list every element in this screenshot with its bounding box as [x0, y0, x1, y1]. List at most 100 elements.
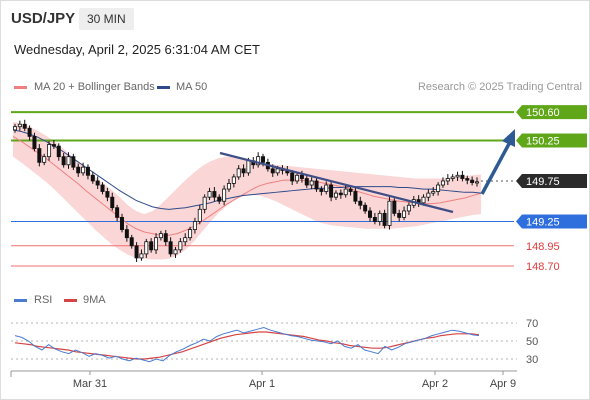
forecast-arrow-head: [502, 129, 515, 147]
ma50-line: [12, 129, 482, 210]
timeframe-badge[interactable]: 30 MIN: [79, 8, 134, 30]
candle-body: [358, 200, 363, 206]
candle-body: [372, 217, 377, 222]
candle-body: [90, 174, 95, 182]
level-label-148.95: 148.95: [526, 241, 560, 253]
level-label-149.75: 149.75: [526, 176, 560, 188]
rsi-tick-70: 70: [526, 318, 538, 330]
level-tag-150.60: [516, 105, 587, 120]
level-tag-150.25: [516, 133, 587, 148]
candle-body: [406, 204, 411, 212]
candle-body: [47, 144, 52, 158]
candle-body: [377, 212, 382, 222]
candle-body: [436, 184, 441, 192]
chart-header: USD/JPY 30 MIN: [1, 1, 589, 37]
candle-body: [236, 168, 241, 178]
candle-body: [32, 136, 37, 149]
candle-body: [387, 200, 392, 226]
level-label-150.60: 150.60: [526, 107, 560, 119]
candle-body: [261, 156, 266, 163]
legend-9ma-label: 9MA: [83, 294, 106, 306]
candle-body: [270, 168, 275, 174]
candle-body: [309, 180, 314, 186]
symbol-title: USD/JPY: [11, 10, 76, 27]
legend-9ma-swatch: [64, 299, 77, 302]
x-tick-label: Apr 9: [490, 378, 516, 390]
candle-body: [66, 156, 71, 166]
candle-body: [178, 241, 183, 251]
candle-body: [17, 123, 22, 128]
research-credit: Research © 2025 Trading Central: [417, 81, 582, 93]
level-label-148.70: 148.70: [526, 261, 560, 273]
candle-body: [22, 123, 27, 129]
candle-body: [333, 192, 338, 198]
candle-body: [192, 221, 197, 230]
x-tick-label: Mar 31: [73, 378, 107, 390]
candle-body: [275, 168, 280, 174]
candle-body: [246, 160, 251, 174]
level-tag-149.25: [516, 214, 587, 229]
candle-body: [42, 156, 47, 163]
candle-body: [27, 127, 32, 137]
candle-body: [217, 196, 222, 202]
candle-body: [392, 200, 397, 214]
trendline: [219, 151, 454, 214]
candle-body: [163, 233, 168, 243]
candle-body: [460, 174, 465, 179]
candle-body: [202, 196, 207, 210]
candle-body: [105, 191, 110, 198]
candle-body: [76, 166, 81, 174]
candle-body: [71, 156, 76, 168]
candle-body: [474, 181, 479, 184]
candle-body: [319, 188, 324, 192]
candle-body: [431, 191, 436, 194]
level-label-150.25: 150.25: [526, 135, 560, 147]
candle-body: [61, 156, 66, 166]
candle-body: [81, 166, 86, 174]
rsi-9ma-line: [14, 331, 480, 360]
candle-body: [168, 241, 173, 255]
candle-body: [207, 191, 212, 198]
candle-body: [149, 241, 154, 251]
x-tick-label: Apr 1: [249, 378, 275, 390]
candle-body: [12, 126, 17, 131]
candle-body: [304, 178, 309, 186]
candle-body: [256, 156, 261, 166]
candle-body: [295, 174, 300, 182]
candle-body: [445, 178, 450, 182]
candle-body: [144, 241, 149, 255]
candle-body: [397, 212, 402, 218]
legend-ma50-swatch: [157, 86, 170, 89]
candle-body: [329, 184, 334, 198]
candle-body: [299, 174, 304, 179]
candle-body: [51, 144, 56, 147]
candle-body: [421, 196, 426, 204]
candle-body: [110, 196, 115, 209]
forecast-arrow-shaft: [480, 141, 512, 195]
candle-body: [173, 249, 178, 255]
candle-body: [314, 180, 319, 190]
candle-body: [402, 210, 407, 218]
candle-body: [241, 168, 246, 174]
candle-body: [188, 229, 193, 239]
candle-body: [197, 208, 202, 222]
candle-body: [231, 176, 236, 184]
candle-body: [440, 180, 445, 186]
x-tick-label: Apr 2: [422, 378, 448, 390]
candle-body: [290, 172, 295, 182]
candle-body: [100, 184, 105, 192]
candle-body: [363, 204, 368, 212]
candle-body: [154, 237, 159, 251]
rsi-line: [14, 326, 480, 363]
candle-body: [348, 188, 353, 192]
candle-body: [134, 245, 139, 259]
candle-body: [95, 180, 100, 186]
rsi-tick-50: 50: [526, 336, 538, 348]
rsi-tick-30: 30: [526, 354, 538, 366]
candle-body: [115, 207, 120, 218]
candle-body: [85, 166, 90, 176]
candle-body: [37, 148, 42, 163]
candle-body: [470, 179, 475, 183]
candle-body: [465, 178, 470, 181]
